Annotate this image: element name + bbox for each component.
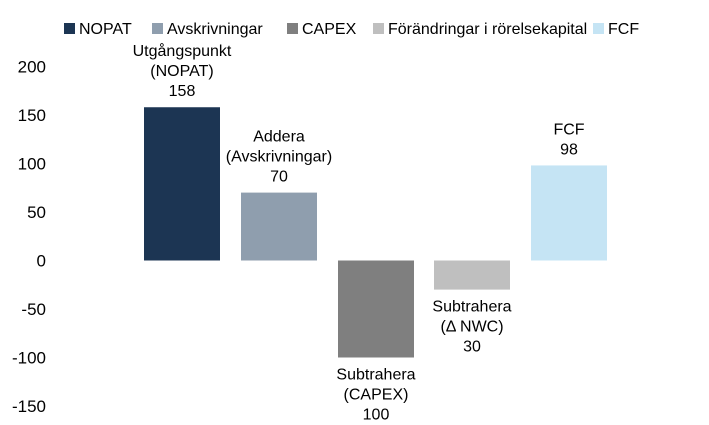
chart-legend: NOPAT Avskrivningar CAPEX Förändringar i rö…: [64, 21, 639, 38]
data-labels: Utgångspunkt (NOPAT) 158 Addera (Avskrivning…: [133, 42, 585, 423]
legend-swatch-nopat: [64, 23, 75, 34]
data-label-forandringar-i-rorelsekapital: Subtrahera (Δ NWC) 30: [432, 299, 511, 356]
legend-label-nopat: NOPAT: [79, 21, 132, 38]
y-tick-label: 150: [18, 106, 46, 125]
data-label-fcf: FCF 98: [553, 121, 584, 158]
bar-fcf: [531, 165, 607, 261]
data-label-nopat: Utgångspunkt (NOPAT) 158: [133, 42, 232, 100]
bar-nopat: [144, 107, 220, 261]
legend-swatch-forandringar-i-rorelsekapital: [373, 23, 384, 34]
legend-swatch-avskrivningar: [152, 23, 163, 34]
legend-label-avskrivningar: Avskrivningar: [167, 21, 263, 38]
y-tick-label: -50: [21, 300, 46, 319]
bar-capex: [338, 260, 414, 358]
y-tick-label: -150: [12, 397, 46, 416]
y-axis: 200 150 100 50 0 -50 -100 -150: [12, 58, 46, 417]
legend-label-forandringar-i-rorelsekapital: Förändringar i rörelsekapital: [388, 21, 587, 38]
y-tick-label: 50: [27, 203, 46, 222]
bars: [144, 107, 607, 358]
y-tick-label: -100: [12, 349, 46, 368]
bar-forandringar-i-rorelsekapital: [434, 260, 510, 290]
y-tick-label: 200: [18, 58, 46, 77]
y-tick-label: 0: [37, 252, 46, 271]
legend-label-fcf: FCF: [608, 21, 639, 38]
bar-avskrivningar: [241, 192, 317, 261]
legend-swatch-fcf: [593, 23, 604, 34]
y-tick-label: 100: [18, 155, 46, 174]
legend-label-capex: CAPEX: [302, 21, 357, 38]
legend-swatch-capex: [287, 23, 298, 34]
data-label-capex: Subtrahera (CAPEX) 100: [336, 367, 415, 424]
data-label-avskrivningar: Addera (Avskrivningar) 70: [226, 129, 332, 186]
